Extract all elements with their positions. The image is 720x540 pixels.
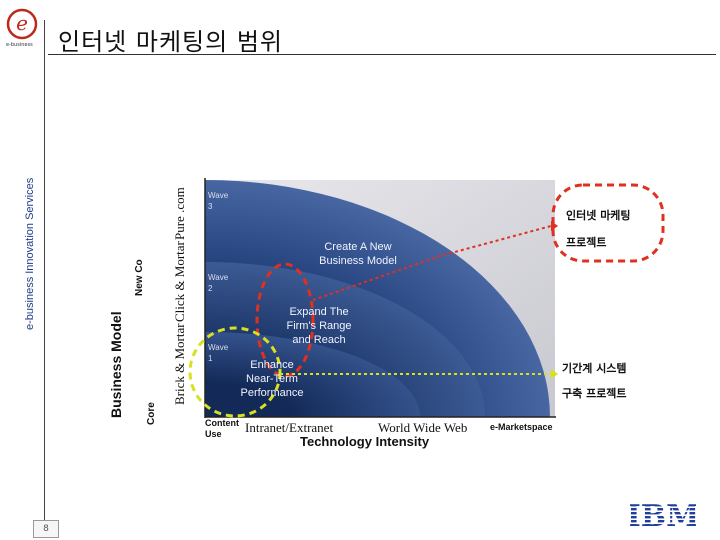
y-axis-fragment-newco: New Co: [134, 259, 145, 296]
yellow-highlight-ellipse: [188, 326, 282, 418]
red-highlight-ellipse: [255, 262, 315, 378]
page-number: 8: [33, 520, 59, 538]
red-arrowhead: [551, 221, 558, 231]
x-category-content-use: Content Use: [205, 418, 239, 439]
title-underline: [48, 54, 716, 55]
ibm-logo: IBM: [630, 500, 696, 530]
x-category-emarketspace: e-Marketspace: [490, 422, 553, 432]
bubble-expand-range: Expand The Firm's Range and Reach: [286, 306, 352, 346]
y-category-pure-com: Pure .com: [172, 187, 187, 240]
logo-subtitle: e-business: [6, 42, 33, 48]
y-category-brick-mortar: Brick & Mortar: [172, 323, 187, 405]
left-divider: [44, 20, 45, 530]
svg-text:IBM: IBM: [630, 500, 696, 530]
y-axis-fragment-core: Core: [146, 402, 157, 425]
y-category-click-mortar: Click & Mortar: [172, 241, 187, 322]
callout-backbone-line1: 기간계 시스템: [562, 362, 627, 375]
bubble-enhance-performance: Enhance Near-Term Performance: [240, 359, 304, 399]
callout-internet-marketing-line2: 프로젝트: [566, 236, 607, 249]
callout-internet-marketing-line1: 인터넷 마케팅: [566, 209, 631, 222]
callout-backbone-line2: 구축 프로젝트: [562, 387, 627, 400]
x-category-intranet: Intranet/Extranet: [245, 420, 334, 435]
x-axis-title: Technology Intensity: [300, 434, 430, 449]
page-title: 인터넷 마케팅의 범위: [58, 28, 283, 56]
red-connector: [312, 225, 552, 301]
x-category-www: World Wide Web: [378, 420, 468, 435]
yellow-arrowhead: [551, 369, 558, 379]
bubble-create-new-model: Create A New Business Model: [319, 241, 397, 267]
wave-2-label: Wave 2: [208, 273, 229, 293]
svg-text:e: e: [16, 11, 28, 35]
ibm-e-logo: e: [6, 8, 38, 40]
y-axis-title: Business Model: [108, 311, 124, 418]
wave-3-label: Wave 3: [208, 191, 229, 211]
wave-1-label: Wave 1: [208, 343, 229, 363]
